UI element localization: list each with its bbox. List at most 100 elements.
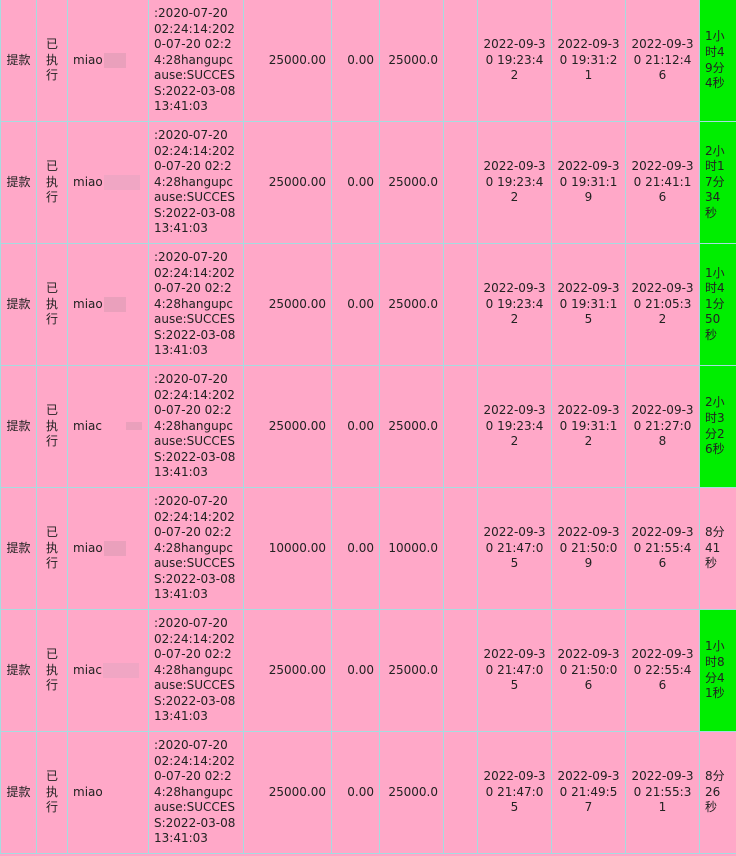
time-created-cell: 2022-09-30 21:47:05	[477, 731, 552, 854]
log-cell: :2020-07-20 02:24:14:2020-07-20 02:24:28…	[148, 365, 244, 488]
fee-cell-text: 0.00	[347, 418, 374, 433]
empty-cell	[443, 121, 478, 244]
user-cell-text: miao	[73, 540, 103, 555]
time-completed-cell-text: 2022-09-30 21:05:32	[631, 281, 694, 327]
redacted-mask	[125, 422, 142, 431]
time-created-cell-text: 2022-09-30 21:47:05	[483, 647, 546, 693]
time-created-cell-text: 2022-09-30 21:47:05	[483, 525, 546, 571]
log-cell: :2020-07-20 02:24:14:2020-07-20 02:24:28…	[148, 243, 244, 366]
time-processed-cell: 2022-09-30 21:50:09	[551, 487, 626, 610]
table-row[interactable]: 提款 已执行 miao:2020-07-20 02:24:14:2020-07-20…	[0, 0, 736, 122]
table-row[interactable]: 提款 已执行 miac :2020-07-20 02:24:14:2020-07-20…	[0, 365, 736, 488]
status-cell-text: 已执行	[45, 403, 58, 449]
user-cell: miac	[67, 609, 149, 732]
fee-cell: 0.00	[331, 121, 380, 244]
amount-cell-text: 25000.00	[268, 174, 326, 189]
amount-cell-text: 25000.00	[268, 52, 326, 67]
actual-amount-cell-text: 25000.0	[388, 784, 438, 799]
fee-cell: 0.00	[331, 0, 380, 122]
amount-cell-text: 25000.00	[268, 418, 326, 433]
type-cell: 提款	[0, 609, 37, 732]
table-row[interactable]: 提款 已执行 miao:2020-07-20 02:24:14:2020-07-20…	[0, 121, 736, 244]
duration-cell: 8分26秒	[699, 731, 736, 854]
amount-cell: 25000.00	[243, 0, 332, 122]
status-cell-text: 已执行	[45, 159, 58, 205]
log-cell: :2020-07-20 02:24:14:2020-07-20 02:24:28…	[148, 0, 244, 122]
time-created-cell-text: 2022-09-30 19:23:42	[483, 281, 546, 327]
type-cell-text: 提款	[6, 296, 31, 311]
duration-cell-text: 1小时49分4秒	[705, 29, 725, 91]
amount-cell: 25000.00	[243, 731, 332, 854]
duration-cell-text: 1小时8分41秒	[705, 639, 725, 701]
time-processed-cell-text: 2022-09-30 19:31:21	[557, 37, 620, 83]
actual-amount-cell: 25000.0	[379, 609, 444, 732]
type-cell-text: 提款	[6, 174, 31, 189]
table-row[interactable]: 提款 已执行 miao :2020-07-20 02:24:14:2020-07-20…	[0, 731, 736, 854]
time-processed-cell-text: 2022-09-30 21:50:09	[557, 525, 620, 571]
time-completed-cell-text: 2022-09-30 22:55:46	[631, 647, 694, 693]
status-cell-text: 已执行	[45, 769, 58, 815]
time-completed-cell-text: 2022-09-30 21:55:46	[631, 525, 694, 571]
type-cell-text: 提款	[6, 418, 31, 433]
type-cell: 提款	[0, 0, 37, 122]
duration-cell-text: 2小时3分26秒	[705, 395, 725, 457]
actual-amount-cell: 25000.0	[379, 243, 444, 366]
log-cell-text: :2020-07-20 02:24:14:2020-07-20 02:24:28…	[154, 737, 236, 846]
user-cell-text: miao	[73, 784, 103, 799]
amount-cell: 25000.00	[243, 243, 332, 366]
time-processed-cell-text: 2022-09-30 19:31:15	[557, 281, 620, 327]
time-processed-cell: 2022-09-30 19:31:19	[551, 121, 626, 244]
duration-cell: 1小时8分41秒	[699, 609, 736, 732]
status-cell: 已执行	[36, 609, 68, 732]
time-processed-cell: 2022-09-30 19:31:21	[551, 0, 626, 122]
table-row[interactable]: 提款 已执行 miao:2020-07-20 02:24:14:2020-07-20…	[0, 487, 736, 610]
amount-cell-text: 25000.00	[268, 662, 326, 677]
actual-amount-cell: 25000.0	[379, 0, 444, 122]
log-cell: :2020-07-20 02:24:14:2020-07-20 02:24:28…	[148, 487, 244, 610]
time-created-cell: 2022-09-30 19:23:42	[477, 0, 552, 122]
fee-cell: 0.00	[331, 731, 380, 854]
status-cell: 已执行	[36, 243, 68, 366]
amount-cell: 25000.00	[243, 121, 332, 244]
actual-amount-cell-text: 25000.0	[388, 174, 438, 189]
actual-amount-cell-text: 25000.0	[388, 662, 438, 677]
fee-cell: 0.00	[331, 365, 380, 488]
type-cell-text: 提款	[6, 784, 31, 799]
table-row[interactable]: 提款 已执行 miao:2020-07-20 02:24:14:2020-07-20…	[0, 243, 736, 366]
duration-cell-text: 8分41秒	[705, 525, 725, 571]
time-completed-cell-text: 2022-09-30 21:27:08	[631, 403, 694, 449]
time-completed-cell-text: 2022-09-30 21:12:46	[631, 37, 694, 83]
duration-cell-text: 2小时17分34秒	[705, 143, 725, 220]
duration-cell-text: 8分26秒	[705, 769, 725, 815]
log-cell: :2020-07-20 02:24:14:2020-07-20 02:24:28…	[148, 121, 244, 244]
time-completed-cell: 2022-09-30 22:55:46	[625, 609, 700, 732]
user-cell-text: miac	[73, 418, 102, 433]
empty-cell	[443, 487, 478, 610]
redacted-mask	[103, 52, 126, 68]
user-cell: miao	[67, 487, 149, 610]
fee-cell-text: 0.00	[347, 784, 374, 799]
empty-cell	[443, 365, 478, 488]
empty-cell	[443, 0, 478, 122]
type-cell: 提款	[0, 243, 37, 366]
redacted-mask	[102, 662, 139, 678]
redacted-mask	[103, 296, 126, 312]
empty-cell	[443, 243, 478, 366]
duration-cell-text: 1小时41分50秒	[705, 265, 725, 342]
actual-amount-cell-text: 25000.0	[388, 52, 438, 67]
time-processed-cell: 2022-09-30 21:50:06	[551, 609, 626, 732]
type-cell: 提款	[0, 121, 37, 244]
fee-cell: 0.00	[331, 243, 380, 366]
time-processed-cell-text: 2022-09-30 19:31:12	[557, 403, 620, 449]
status-cell: 已执行	[36, 0, 68, 122]
type-cell: 提款	[0, 487, 37, 610]
table-row[interactable]: 提款 已执行 miac:2020-07-20 02:24:14:2020-07-20…	[0, 609, 736, 732]
amount-cell: 25000.00	[243, 609, 332, 732]
status-cell-text: 已执行	[45, 647, 58, 693]
fee-cell: 0.00	[331, 487, 380, 610]
redacted-mask	[103, 540, 126, 556]
amount-cell-text: 25000.00	[268, 784, 326, 799]
type-cell-text: 提款	[6, 662, 31, 677]
duration-cell: 8分41秒	[699, 487, 736, 610]
